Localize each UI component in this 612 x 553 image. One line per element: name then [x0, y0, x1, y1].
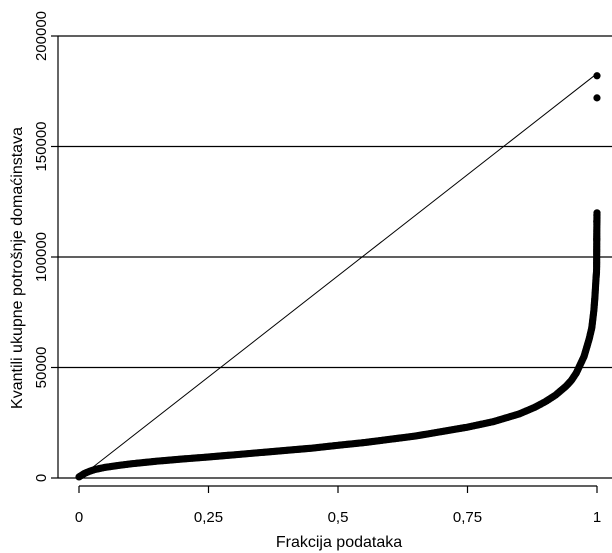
y-tick-label: 50000 — [33, 347, 50, 389]
data-point — [593, 211, 601, 219]
reference-line — [78, 73, 598, 479]
x-tick-label: 0,75 — [453, 509, 482, 526]
data-points — [75, 72, 601, 481]
x-tick-label: 0 — [75, 509, 83, 526]
data-point — [593, 218, 601, 226]
y-tick-label: 200000 — [33, 11, 50, 61]
x-axis-title: Frakcija podataka — [276, 534, 402, 551]
y-tick-label: 0 — [33, 474, 50, 482]
y-gridlines — [58, 35, 612, 479]
x-tick-label: 1 — [593, 509, 601, 526]
data-point — [593, 72, 601, 80]
reference-line-group — [78, 73, 598, 479]
data-point — [593, 235, 601, 243]
y-tick-labels: 0 50000 100000 150000 200000 — [33, 11, 50, 482]
x-tick-labels: 0 0,25 0,5 0,75 1 — [75, 509, 601, 526]
y-axis-title: Kvantili ukupne potrošnje domaćinstava — [9, 127, 26, 409]
x-axis — [78, 485, 598, 493]
y-tick-label: 100000 — [33, 232, 50, 282]
data-point — [593, 94, 601, 102]
x-tick-label: 0,25 — [194, 509, 223, 526]
x-tick-label: 0,5 — [328, 509, 349, 526]
y-axis — [51, 35, 59, 479]
y-tick-label: 150000 — [33, 121, 50, 171]
